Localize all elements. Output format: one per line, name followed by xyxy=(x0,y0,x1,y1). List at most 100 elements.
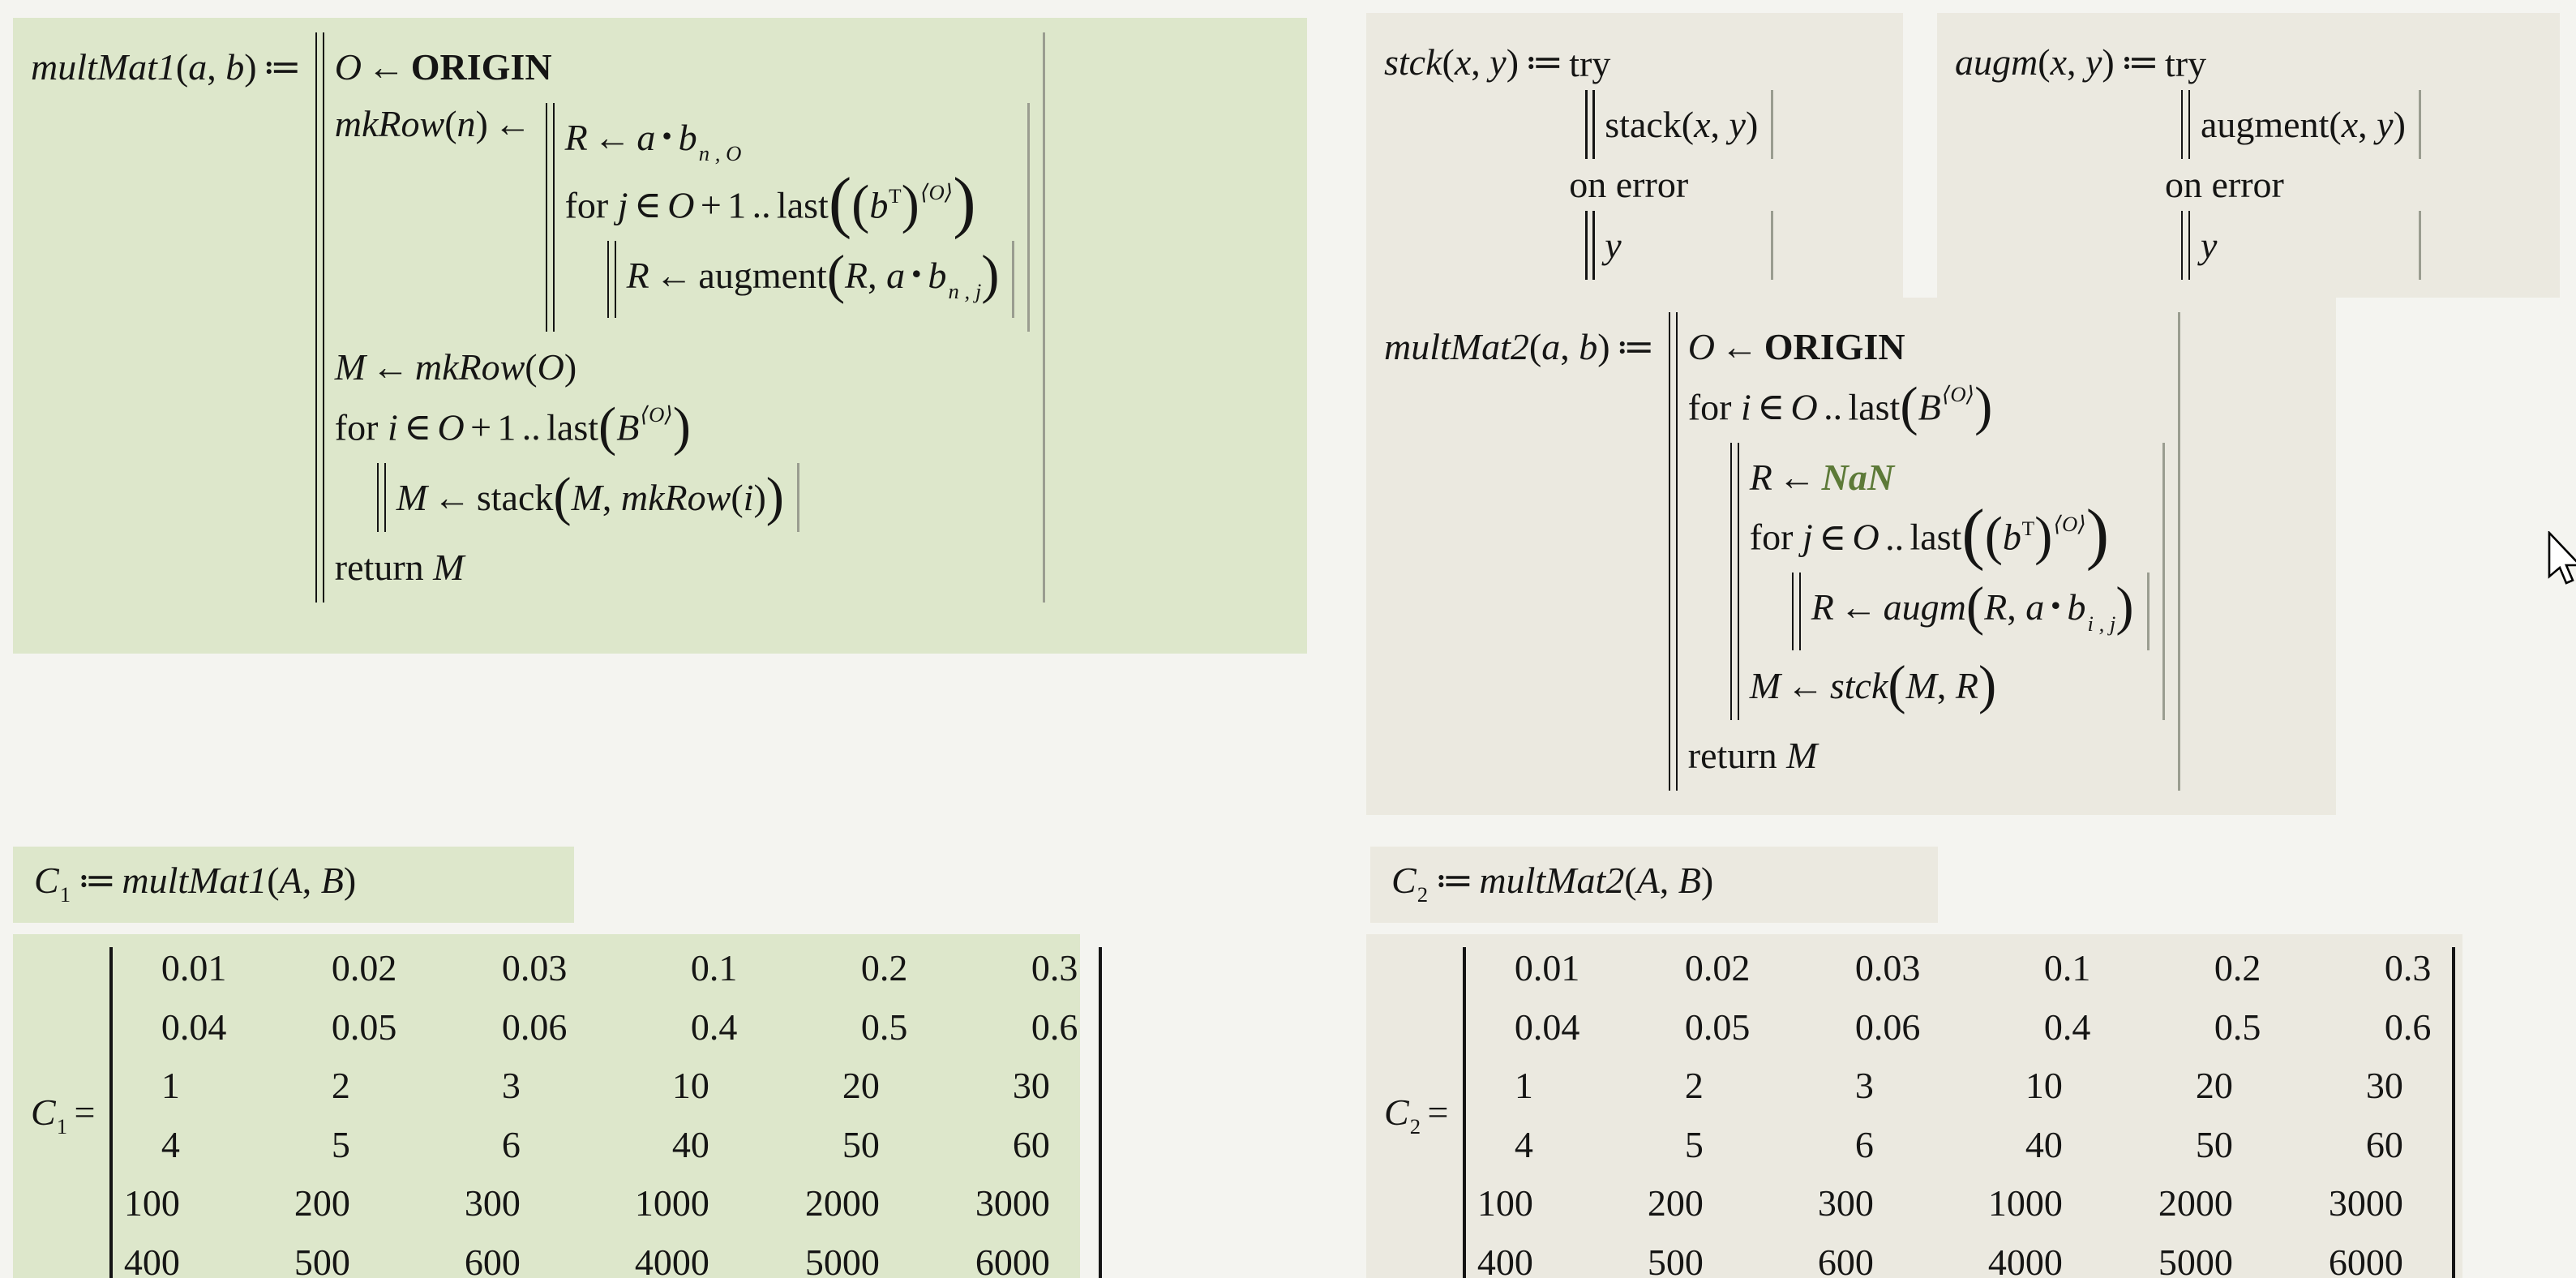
matrix-cell-frac xyxy=(1874,1182,1930,1224)
token-text: last xyxy=(1848,386,1901,428)
matrix-cell-int: 6 xyxy=(1854,1123,1874,1165)
matrix-cell-frac xyxy=(180,1124,236,1166)
token-text: ( xyxy=(444,102,457,144)
token-text: ) xyxy=(1745,103,1759,145)
matrix-cell: 6000 xyxy=(975,1242,1087,1278)
token-text: for xyxy=(1749,516,1802,558)
matrix-cell-frac: .06 xyxy=(1873,1006,1921,1048)
matrix-label: C1 = xyxy=(31,1091,101,1139)
expression: return M xyxy=(335,547,465,589)
paren-close: ) xyxy=(2085,495,2110,573)
matrix-cell-int: 1 xyxy=(161,1065,180,1107)
matrix-cell-int: 500 xyxy=(294,1241,350,1278)
matrix-cell-frac xyxy=(1704,1242,1759,1278)
token-subscript: 2 xyxy=(1417,882,1429,907)
token-text: for xyxy=(334,406,388,448)
token-variable: M xyxy=(433,547,465,589)
token-text: 1 xyxy=(727,184,747,226)
token-variable: y xyxy=(2085,41,2102,83)
token-variable: multMat1 xyxy=(122,860,268,901)
matrix-cell-int: 0 xyxy=(1684,1006,1704,1048)
token-variable: R xyxy=(1984,586,2008,628)
matrix-cell-int: 1000 xyxy=(634,1182,709,1224)
token-operator: ← xyxy=(494,102,532,144)
matrix-cell-int: 400 xyxy=(1477,1241,1533,1278)
token-text: augment xyxy=(2200,103,2330,145)
expression: R ← a· bn , O xyxy=(565,114,742,166)
region-c2-matrix-result[interactable]: C2 = 0.01 0.02 0.03 0.1 0.2 0.3 0.04 0.05 0.06 0.4 0… xyxy=(1366,934,2462,1278)
region-augm-function-definition[interactable]: augm(x, y) ≔ try augment(x, y) on error y xyxy=(1937,13,2560,298)
paren-close: ) xyxy=(765,467,784,527)
region-c2-assignment[interactable]: C2 ≔ multMat2(A, B) xyxy=(1370,847,1938,923)
matrix-cell-int: 4000 xyxy=(1987,1241,2063,1278)
matrix-cell-frac: .03 xyxy=(1873,947,1921,989)
token-variable: a xyxy=(886,254,906,296)
definition-lhs: augm(x, y) ≔ xyxy=(1955,28,2165,84)
token-variable: y xyxy=(1489,41,1507,83)
token-text: , xyxy=(1659,860,1678,901)
program-line: R ← NaN xyxy=(1750,457,2150,499)
program-block: R ← augm(R, a· bi , j) xyxy=(1791,573,2150,650)
matrix-cell-int: 0 xyxy=(1684,947,1704,989)
matrix-bracket-right xyxy=(1098,947,1102,1278)
token-bold-keyword: ORIGIN xyxy=(1764,326,1905,367)
matrix-cell: 5000 xyxy=(2158,1242,2270,1278)
matrix-cell-int: 600 xyxy=(464,1241,521,1278)
paren-close: ) xyxy=(672,397,691,457)
token-variable: O xyxy=(334,46,362,88)
region-multmat2-function-definition[interactable]: multMat2(a, b) ≔ O ← ORIGIN for i ∈ O.. last(B⟨O… xyxy=(1366,298,2336,815)
matrix-cell: 20 xyxy=(2158,1065,2270,1107)
token-variable: mkRow xyxy=(620,476,731,518)
matrix-cell-frac: .5 xyxy=(2232,1006,2261,1048)
matrix-cell-int: 20 xyxy=(842,1065,880,1107)
token-text: augment xyxy=(698,254,827,296)
token-operator: ≔ xyxy=(77,860,117,901)
expression: for i ∈ O +1.. last(B⟨O⟩) xyxy=(334,400,691,454)
matrix-cell-frac: .1 xyxy=(709,947,738,989)
matrix-cell-frac xyxy=(1050,1182,1087,1224)
matrix-cell: 500 xyxy=(294,1242,406,1278)
token-operator: .. xyxy=(1885,516,1905,558)
region-multmat1-function-definition[interactable]: multMat1(a, b) ≔ O ← ORIGIN mkRow(n) ← R ← a· bn ,… xyxy=(13,18,1307,654)
token-variable: multMat2 xyxy=(1384,326,1529,367)
token-variable: O xyxy=(1852,516,1879,558)
matrix-cell-int: 10 xyxy=(2025,1065,2063,1107)
matrix-cell-frac xyxy=(2233,1242,2270,1278)
matrix-cell-frac xyxy=(709,1242,747,1278)
token-text: , xyxy=(2007,586,2026,628)
token-variable: B xyxy=(616,406,640,448)
token-text: ( xyxy=(1681,103,1695,145)
matrix-cell-int: 200 xyxy=(1647,1182,1704,1224)
matrix-cell-int: 0 xyxy=(860,947,880,989)
matrix-cell-frac: .4 xyxy=(2062,1006,2091,1048)
keyword-try: try xyxy=(1569,43,1611,84)
matrix-cell-int: 0 xyxy=(331,947,350,989)
matrix-cell-int: 2000 xyxy=(804,1182,880,1224)
token-variable: i xyxy=(387,406,398,448)
matrix-cell: 1000 xyxy=(1988,1182,2100,1224)
matrix-cell-frac xyxy=(2233,1065,2270,1107)
matrix-cell: 10 xyxy=(635,1065,747,1107)
function-definition: multMat2(a, b) ≔ O ← ORIGIN for i ∈ O.. last(B⟨O… xyxy=(1366,298,2336,805)
region-c1-matrix-result[interactable]: C1 = 0.01 0.02 0.03 0.1 0.2 0.3 0.04 0.05 0.06 0.4 0… xyxy=(13,934,1102,1278)
matrix-cell-frac xyxy=(180,1242,236,1278)
token-variable: x xyxy=(2050,41,2067,83)
token-transpose-superscript: T xyxy=(2021,517,2035,540)
matrix-cell: 0.05 xyxy=(294,1006,406,1049)
token-subscript: n , O xyxy=(698,140,742,165)
matrix-cell-int: 5000 xyxy=(804,1241,880,1278)
matrix-cell-frac xyxy=(709,1182,747,1224)
matrix-cell-int: 6 xyxy=(501,1123,521,1165)
matrix-cell-frac xyxy=(1704,1065,1759,1107)
multiply-dot-icon: · xyxy=(2048,582,2064,630)
matrix-cell: 0.3 xyxy=(2329,947,2441,989)
matrix-cell-int: 0 xyxy=(161,1006,180,1048)
token-operator: ≔ xyxy=(2120,41,2159,83)
matrix-cell-int: 2 xyxy=(1684,1065,1704,1107)
region-c1-assignment[interactable]: C1 ≔ multMat1(A, B) xyxy=(13,847,574,923)
token-text: stack xyxy=(1605,103,1682,145)
region-stck-function-definition[interactable]: stck(x, y) ≔ try stack(x, y) on error y xyxy=(1366,13,1903,298)
paren-open: ( xyxy=(1961,495,1985,573)
matrix-cell-frac xyxy=(521,1242,576,1278)
token-variable: R xyxy=(845,254,868,296)
